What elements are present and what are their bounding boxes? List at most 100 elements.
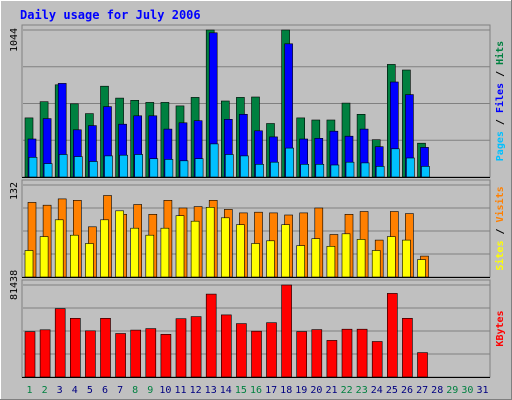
bar-pages-day-12 [194, 158, 204, 178]
bar-sites-day-13 [205, 207, 215, 278]
legend-visits: Sites / Visits [494, 186, 506, 270]
x-tick-day-8: 8 [132, 385, 138, 396]
bar-pages-day-18 [285, 147, 294, 178]
bar-pages-day-24 [375, 166, 385, 178]
x-tick-day-26: 26 [401, 385, 413, 396]
x-tick-day-12: 12 [190, 385, 202, 396]
x-tick-day-25: 25 [386, 385, 398, 396]
bar-sites-day-4 [70, 234, 79, 278]
bar-kbytes-day-24 [371, 341, 383, 378]
bar-kbytes-day-7 [115, 333, 126, 378]
bar-pages-day-8 [134, 154, 143, 178]
bar-sites-day-3 [54, 219, 64, 278]
x-tick-day-20: 20 [310, 385, 322, 396]
bar-sites-day-20 [311, 238, 321, 278]
legend-separator: / [495, 65, 506, 83]
bar-kbytes-day-18 [281, 284, 292, 378]
bar-sites-day-27 [417, 259, 426, 278]
bar-kbytes-day-22 [341, 328, 353, 378]
bar-kbytes-day-23 [356, 328, 368, 378]
bar-pages-day-16 [255, 164, 264, 178]
bar-pages-day-21 [330, 164, 340, 178]
chart-title: Daily usage for July 2006 [20, 8, 201, 22]
bar-kbytes-day-16 [251, 330, 262, 378]
legend-sites: Sites [494, 241, 506, 271]
bar-kbytes-day-4 [70, 317, 81, 378]
x-tick-day-6: 6 [102, 385, 108, 396]
bar-pages-day-7 [119, 154, 128, 178]
x-tick-day-1: 1 [26, 385, 32, 396]
legend-separator: / [495, 222, 506, 240]
bar-kbytes-day-21 [326, 340, 338, 378]
x-tick-day-21: 21 [325, 385, 337, 396]
legend-visits: Visits [494, 186, 506, 222]
x-tick-day-15: 15 [235, 385, 247, 396]
bar-pages-day-10 [164, 159, 174, 178]
bar-sites-day-17 [266, 240, 275, 278]
legend-kbytes: KBytes [495, 310, 506, 346]
x-tick-day-11: 11 [174, 385, 186, 396]
bar-pages-day-26 [406, 157, 415, 178]
x-tick-day-9: 9 [147, 385, 153, 396]
bar-sites-day-5 [85, 243, 94, 278]
x-tick-day-3: 3 [57, 385, 63, 396]
x-tick-day-4: 4 [72, 385, 78, 396]
bar-kbytes-day-25 [386, 293, 398, 378]
bar-pages-day-14 [225, 154, 234, 178]
bar-sites-day-9 [145, 234, 155, 278]
x-tick-day-2: 2 [42, 385, 48, 396]
x-tick-day-7: 7 [117, 385, 123, 396]
chart-panels: 1044 Pages / Files / Hits 132 Sites / Visit… [9, 24, 506, 378]
x-tick-day-17: 17 [265, 385, 277, 396]
x-tick-day-14: 14 [220, 385, 232, 396]
bar-sites-day-19 [296, 245, 306, 278]
bar-sites-day-10 [160, 227, 170, 278]
y-max-label-hits: 1044 [9, 28, 20, 52]
panel-visits: 132 Sites / Visits [9, 179, 506, 278]
bar-pages-day-19 [300, 164, 310, 178]
x-axis-day-labels: 1 2 3 4 5 6 7 8 9 10 11 12 13 14 15 16 17 18 19 20 21 22 23 24 2… [26, 385, 488, 396]
bar-pages-day-11 [179, 160, 189, 178]
panel-kbytes: 81438 KBytes [9, 270, 506, 378]
bar-kbytes-day-2 [39, 329, 51, 378]
bar-sites-day-15 [236, 224, 245, 278]
legend-pages: Pages [495, 131, 506, 161]
bar-sites-day-14 [221, 217, 230, 278]
legend-files: Files [494, 83, 506, 113]
bar-kbytes-day-14 [221, 314, 232, 378]
bar-kbytes-day-19 [296, 331, 308, 378]
bar-pages-day-3 [58, 154, 68, 178]
legend-kbytes: KBytes [495, 310, 506, 346]
bar-sites-day-16 [251, 243, 260, 278]
y-max-label-kbytes: 81438 [9, 270, 20, 300]
bar-pages-day-23 [360, 162, 370, 178]
bar-sites-day-22 [341, 233, 351, 278]
bar-kbytes-day-15 [236, 323, 247, 378]
legend-hits: Pages / Files / Hits [494, 41, 506, 161]
bar-sites-day-18 [281, 224, 290, 278]
x-tick-day-5: 5 [87, 385, 93, 396]
bar-pages-day-20 [315, 164, 325, 178]
bar-sites-day-2 [39, 236, 49, 278]
bar-kbytes-day-1 [24, 331, 36, 378]
bar-sites-day-6 [100, 219, 109, 278]
bar-kbytes-day-8 [130, 329, 141, 378]
x-tick-day-29: 29 [446, 385, 458, 396]
x-tick-day-16: 16 [250, 385, 262, 396]
bar-sites-day-12 [190, 220, 200, 278]
bar-kbytes-day-3 [54, 308, 66, 378]
x-tick-day-23: 23 [356, 385, 368, 396]
bar-sites-day-7 [115, 210, 124, 278]
bar-pages-day-13 [209, 143, 219, 178]
x-tick-day-13: 13 [205, 385, 217, 396]
bar-pages-day-22 [345, 161, 355, 178]
bar-kbytes-day-20 [311, 329, 323, 378]
bar-pages-day-5 [89, 161, 98, 178]
x-tick-day-28: 28 [431, 385, 443, 396]
bar-sites-day-21 [326, 246, 336, 278]
bar-kbytes-day-17 [266, 322, 277, 378]
x-tick-day-19: 19 [295, 385, 307, 396]
bar-pages-day-1 [28, 157, 38, 178]
bar-pages-day-15 [240, 155, 249, 178]
